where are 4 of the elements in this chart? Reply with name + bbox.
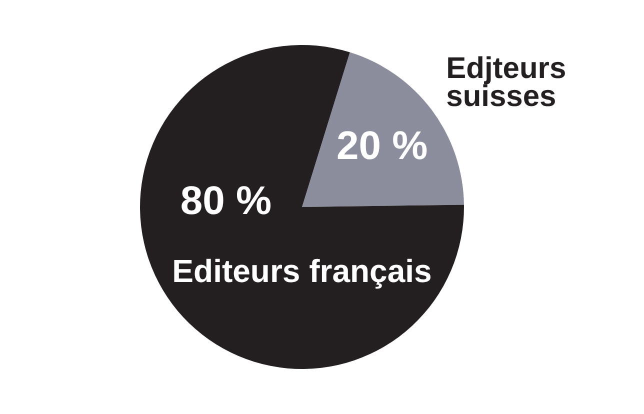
- data-label: 20 %: [336, 124, 428, 168]
- data-label: 80 %: [180, 178, 272, 223]
- slice-label: Editeurs français: [172, 253, 432, 289]
- slice-label: Edjteurs suisses: [446, 52, 566, 114]
